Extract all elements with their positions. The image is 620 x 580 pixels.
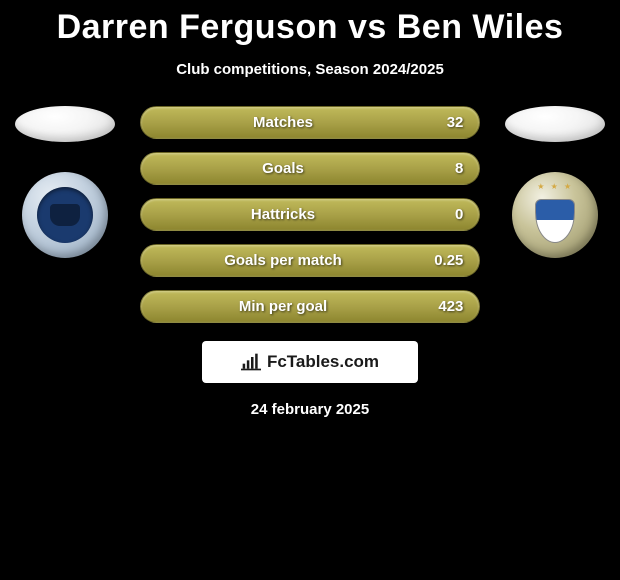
vs-separator: vs [348, 8, 387, 46]
left-player-column [10, 106, 120, 258]
stat-label: Hattricks [141, 206, 426, 223]
player2-avatar-placeholder [505, 106, 605, 142]
player1-avatar-placeholder [15, 106, 115, 142]
stats-column: Matches 32 Goals 8 Hattricks 0 Goals per… [140, 106, 481, 323]
stat-value: 32 [425, 114, 463, 131]
comparison-row: Matches 32 Goals 8 Hattricks 0 Goals per… [0, 106, 620, 323]
stat-value: 8 [425, 160, 463, 177]
right-player-column: ★ ★ ★ [500, 106, 610, 258]
stat-label: Goals per match [141, 252, 426, 269]
attribution-text: FcTables.com [267, 352, 379, 372]
stat-value: 423 [425, 298, 463, 315]
player2-club-badge: ★ ★ ★ [512, 172, 598, 258]
stat-label: Matches [141, 114, 426, 131]
footer-date: 24 february 2025 [0, 401, 620, 418]
stat-label: Min per goal [141, 298, 426, 315]
attribution-box: FcTables.com [202, 341, 418, 383]
player2-name: Ben Wiles [397, 8, 564, 46]
stat-row-goals-per-match: Goals per match 0.25 [140, 244, 481, 277]
player1-club-badge [22, 172, 108, 258]
badge-stars-icon: ★ ★ ★ [537, 182, 573, 191]
stat-value: 0 [425, 206, 463, 223]
subtitle: Club competitions, Season 2024/2025 [0, 61, 620, 78]
stat-row-min-per-goal: Min per goal 423 [140, 290, 481, 323]
stat-row-goals: Goals 8 [140, 152, 481, 185]
badge-inner-shield-icon [50, 204, 80, 226]
bar-chart-icon [241, 352, 261, 372]
badge-shield-icon [535, 199, 575, 243]
page-title: Darren Ferguson vs Ben Wiles [0, 0, 620, 47]
player1-name: Darren Ferguson [57, 8, 338, 46]
stat-row-hattricks: Hattricks 0 [140, 198, 481, 231]
stat-label: Goals [141, 160, 426, 177]
stat-value: 0.25 [425, 252, 463, 269]
stat-row-matches: Matches 32 [140, 106, 481, 139]
